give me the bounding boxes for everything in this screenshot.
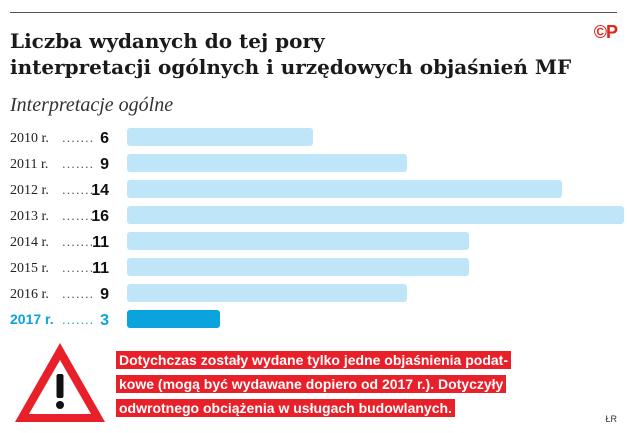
bar-row-3: 2012 r. .......14 — [10, 180, 562, 199]
author-credit: ŁR — [605, 414, 617, 424]
leader-dots: ....... — [62, 208, 94, 223]
leader-dots: ....... — [62, 312, 94, 327]
title-line-2: interpretacji ogólnych i urzędowych obja… — [10, 55, 572, 79]
chart-title: Liczba wydanych do tej pory interpretacj… — [10, 28, 571, 80]
category-label: 2013 r. — [10, 209, 49, 224]
value-label: 16 — [91, 208, 109, 225]
top-rule — [10, 12, 617, 13]
bar-row-6: 2015 r. .......11 — [10, 258, 469, 277]
note-line-2: kowe (mogą być wydawane dopiero od 2017 … — [116, 375, 507, 393]
leader-dots: ....... — [62, 234, 94, 249]
bar — [127, 310, 220, 328]
leader-dots: ....... — [62, 156, 94, 171]
value-label: 11 — [92, 234, 109, 251]
bar-row-2: 2011 r........ 9 — [10, 154, 407, 173]
value-label: 11 — [92, 260, 109, 277]
bar — [127, 206, 624, 224]
leader-dots: ....... — [62, 260, 94, 275]
note-box: Dotychczas zostały wydane tylko jedne ob… — [116, 348, 614, 420]
bar — [127, 232, 469, 250]
publisher-logo: ©P — [593, 22, 618, 42]
value-label: 3 — [100, 312, 109, 329]
bar — [127, 154, 407, 172]
leader-dots: ....... — [62, 286, 94, 301]
value-label: 9 — [100, 156, 109, 173]
category-label: 2015 r. — [10, 261, 49, 276]
warning-triangle-icon — [15, 343, 105, 422]
bar — [127, 180, 562, 198]
category-label: 2016 r. — [10, 287, 49, 302]
bar-row-8: 2017 r........ 3 — [10, 310, 220, 329]
bar-chart: 2010 r........ 6 2011 r........ 9 2012 r....… — [10, 128, 624, 329]
note-line-1: Dotychczas zostały wydane tylko jedne ob… — [116, 351, 511, 369]
category-label: 2017 r. — [10, 311, 54, 327]
note-line-3: odwrotnego obciążenia w usługach budowla… — [116, 399, 455, 417]
bar-row-1: 2010 r........ 6 — [10, 128, 313, 147]
bar-row-4: 2013 r. .......16 — [10, 206, 624, 225]
title-line-1: Liczba wydanych do tej pory — [10, 29, 325, 53]
leader-dots: ....... — [62, 182, 94, 197]
bar — [127, 258, 469, 276]
category-label: 2011 r. — [10, 157, 48, 172]
value-label: 14 — [91, 182, 109, 199]
value-label: 6 — [100, 130, 109, 147]
bar — [127, 128, 313, 146]
chart-subtitle: Interpretacje ogólne — [10, 94, 174, 116]
category-label: 2012 r. — [10, 183, 49, 198]
bar-row-5: 2014 r. .......11 — [10, 232, 469, 251]
category-label: 2014 r. — [10, 235, 49, 250]
category-label: 2010 r. — [10, 131, 49, 146]
leader-dots: ....... — [62, 130, 94, 145]
bar-row-7: 2016 r........ 9 — [10, 284, 407, 303]
value-label: 9 — [100, 286, 109, 303]
bar — [127, 284, 407, 302]
